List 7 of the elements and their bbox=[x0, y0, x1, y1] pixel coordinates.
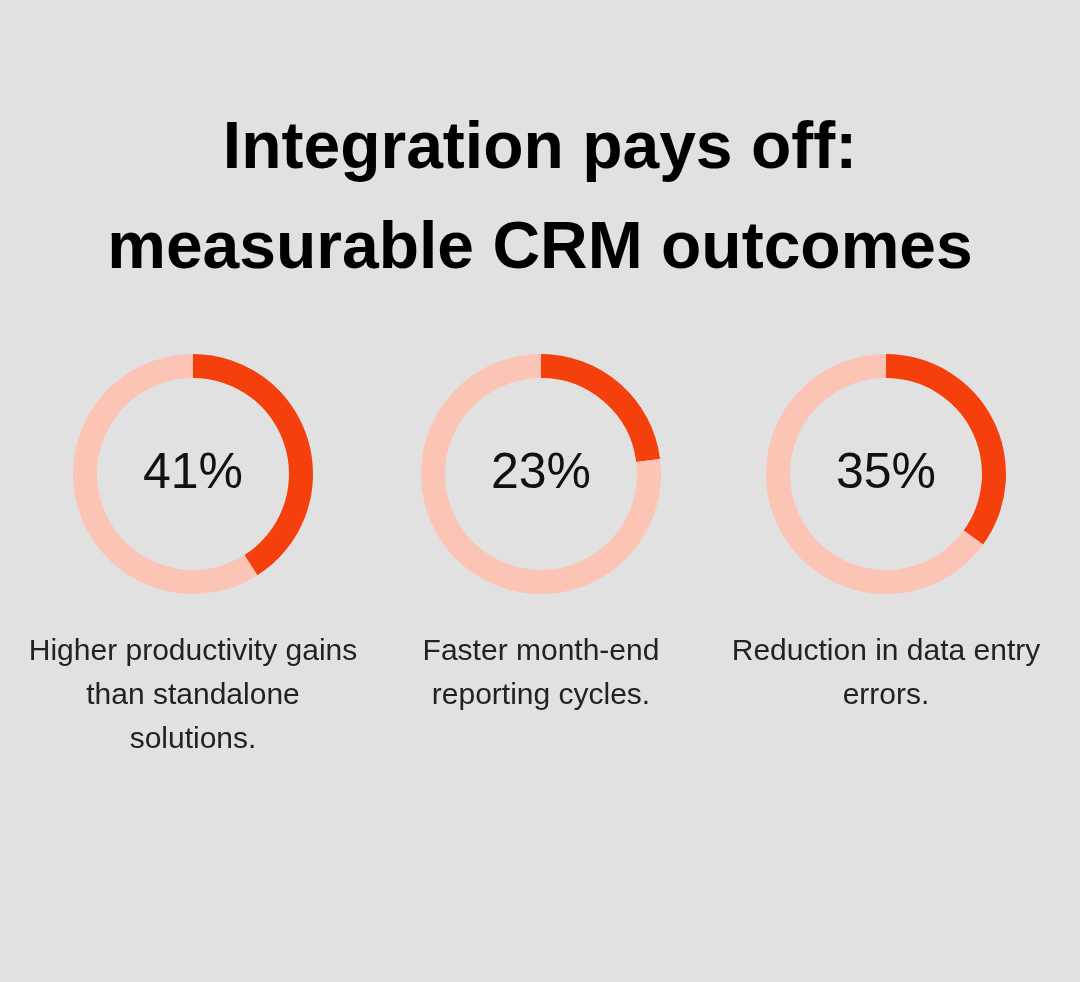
data-label: 41% bbox=[142, 442, 244, 499]
data-label: 35% bbox=[835, 442, 937, 499]
text: Integration pays off: measurable CRM outcomes bbox=[107, 108, 973, 282]
text: Faster month-end reporting cycles. bbox=[421, 632, 661, 712]
text: Reduction in data entry errors. bbox=[730, 632, 1042, 712]
text: Higher productivity gains than standalone solutions. bbox=[27, 632, 359, 756]
data-label: 23% bbox=[490, 442, 592, 499]
